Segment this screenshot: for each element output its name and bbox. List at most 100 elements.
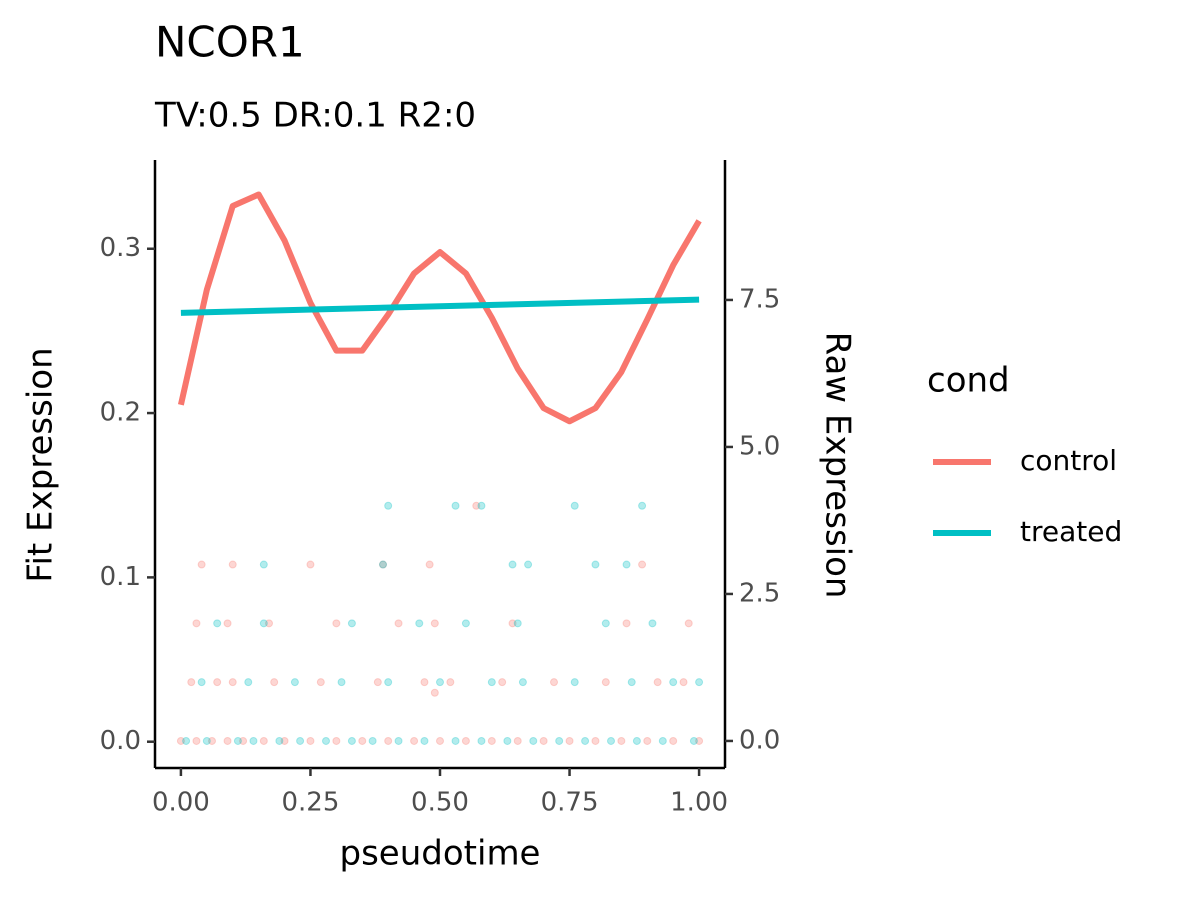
raw-point xyxy=(513,736,522,745)
raw-point xyxy=(436,678,444,687)
raw-point xyxy=(477,736,486,745)
raw-point xyxy=(379,560,387,569)
raw-point xyxy=(446,678,455,687)
legend-label: control xyxy=(1020,444,1117,477)
raw-point xyxy=(487,736,496,745)
raw-point xyxy=(208,736,216,745)
raw-point xyxy=(244,678,253,687)
chart-title: NCOR1 xyxy=(155,18,305,67)
raw-point xyxy=(550,678,558,687)
y2-axis-label: Raw Expression xyxy=(818,332,858,599)
y-tick-label: 0.1 xyxy=(100,562,141,592)
raw-point xyxy=(498,678,507,687)
raw-point xyxy=(306,560,315,569)
raw-point xyxy=(394,619,403,628)
raw-point xyxy=(394,736,403,745)
raw-point xyxy=(384,678,393,687)
raw-point xyxy=(430,688,439,697)
raw-point xyxy=(316,678,325,687)
raw-point xyxy=(415,619,424,628)
raw-point xyxy=(436,736,444,745)
fit-line xyxy=(177,191,702,425)
raw-point xyxy=(290,678,299,687)
y-axis-label: Fit Expression xyxy=(21,347,61,582)
raw-point xyxy=(192,736,201,745)
raw-point xyxy=(259,736,268,745)
raw-point xyxy=(679,678,688,687)
raw-point xyxy=(197,560,206,569)
raw-point xyxy=(638,501,647,510)
y2-tick-label: 0.0 xyxy=(739,725,780,755)
raw-point xyxy=(591,736,600,745)
raw-point xyxy=(223,619,232,628)
raw-point xyxy=(451,736,460,745)
raw-point xyxy=(622,560,631,569)
raw-point xyxy=(581,736,590,745)
fit-line xyxy=(180,296,700,316)
raw-point xyxy=(643,736,652,745)
y2-tick-label: 2.5 xyxy=(739,578,780,608)
raw-point xyxy=(487,678,496,687)
raw-point xyxy=(259,560,268,569)
raw-point xyxy=(461,619,470,628)
raw-point xyxy=(213,678,222,687)
raw-point xyxy=(249,736,258,745)
raw-point xyxy=(658,736,667,745)
raw-point xyxy=(270,678,279,687)
raw-point xyxy=(503,736,512,745)
legend-label: treated xyxy=(1020,515,1122,548)
raw-point xyxy=(384,501,393,510)
raw-point xyxy=(202,736,211,745)
raw-point xyxy=(347,619,356,628)
y-tick-label: 0.3 xyxy=(100,233,141,263)
raw-point xyxy=(280,736,289,745)
x-tick-label: 1.00 xyxy=(670,788,728,818)
raw-point xyxy=(669,678,678,687)
raw-point xyxy=(410,736,419,745)
x-tick-label: 0.00 xyxy=(152,788,210,818)
raw-point xyxy=(425,560,434,569)
raw-point xyxy=(617,736,626,745)
raw-point xyxy=(420,678,429,687)
raw-point xyxy=(607,736,615,745)
raw-point xyxy=(622,619,631,628)
raw-point xyxy=(187,678,196,687)
raw-point xyxy=(373,678,382,687)
raw-point xyxy=(570,678,579,687)
y2-tick-label: 7.5 xyxy=(739,284,780,314)
raw-point xyxy=(182,736,191,745)
raw-point xyxy=(197,678,206,687)
raw-point xyxy=(539,736,548,745)
raw-point xyxy=(233,736,242,745)
raw-point xyxy=(669,736,678,745)
raw-point xyxy=(384,736,393,745)
raw-point xyxy=(420,736,429,745)
raw-point xyxy=(223,736,232,745)
raw-point xyxy=(529,736,538,745)
raw-point xyxy=(461,736,470,745)
raw-point xyxy=(332,619,341,628)
raw-point xyxy=(472,501,481,510)
x-tick-label: 0.25 xyxy=(282,788,340,818)
raw-point xyxy=(296,736,305,745)
raw-point xyxy=(332,736,341,745)
raw-point xyxy=(513,619,522,628)
raw-point xyxy=(322,736,330,745)
raw-point xyxy=(337,678,346,687)
raw-point xyxy=(565,736,574,745)
raw-point xyxy=(347,736,356,745)
raw-point xyxy=(695,736,704,745)
raw-point xyxy=(265,619,273,628)
raw-point xyxy=(695,678,704,687)
raw-point xyxy=(213,619,222,628)
y2-tick-label: 5.0 xyxy=(739,431,780,461)
x-axis-label: pseudotime xyxy=(340,834,541,874)
raw-point xyxy=(591,560,600,569)
raw-point xyxy=(638,560,647,569)
raw-point xyxy=(684,619,693,628)
raw-point xyxy=(306,736,315,745)
raw-point xyxy=(518,678,527,687)
raw-point xyxy=(601,678,610,687)
y-tick-label: 0.0 xyxy=(100,726,141,756)
